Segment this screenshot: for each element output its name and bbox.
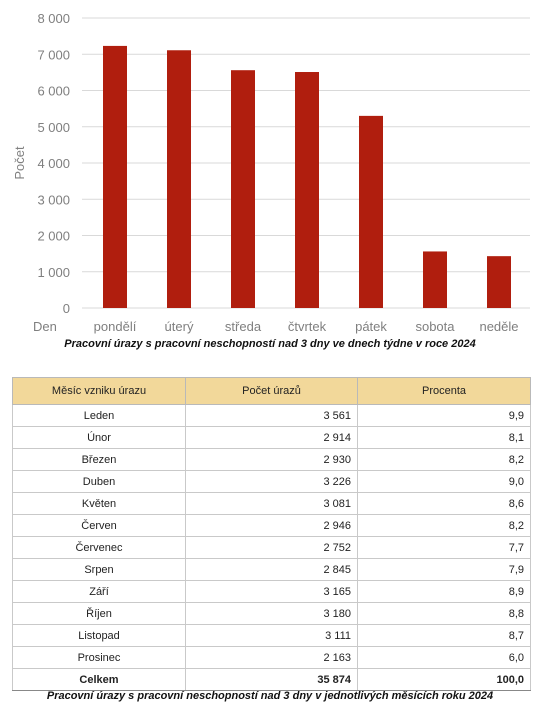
table-header-row: Měsíc vzniku úrazu Počet úrazů Procenta bbox=[12, 377, 531, 405]
cell-percent: 9,9 bbox=[357, 404, 531, 427]
x-tick-label: pondělí bbox=[94, 319, 137, 334]
table-row: Září 3 165 8,9 bbox=[12, 580, 531, 603]
x-tick-label: čtvrtek bbox=[288, 319, 327, 334]
table-row: Duben 3 226 9,0 bbox=[12, 470, 531, 493]
cell-month: Leden bbox=[12, 404, 186, 427]
cell-count: 3 111 bbox=[185, 624, 358, 647]
table-row: Červenec 2 752 7,7 bbox=[12, 536, 531, 559]
cell-month: Říjen bbox=[12, 602, 186, 625]
x-tick-label: sobota bbox=[415, 319, 455, 334]
x-tick-label: středa bbox=[225, 319, 262, 334]
cell-month: Červen bbox=[12, 514, 186, 537]
cell-percent: 8,1 bbox=[357, 426, 531, 449]
cell-month: Listopad bbox=[12, 624, 186, 647]
y-tick-label: 5 000 bbox=[37, 120, 70, 135]
cell-month: Duben bbox=[12, 470, 186, 493]
cell-count: 3 561 bbox=[185, 404, 358, 427]
x-axis-label: Den bbox=[33, 319, 57, 334]
table-row: Květen 3 081 8,6 bbox=[12, 492, 531, 515]
cell-month: Červenec bbox=[12, 536, 186, 559]
x-tick-label: neděle bbox=[479, 319, 518, 334]
cell-percent: 8,6 bbox=[357, 492, 531, 515]
header-month: Měsíc vzniku úrazu bbox=[12, 377, 186, 405]
bar bbox=[295, 72, 319, 308]
cell-count: 2 914 bbox=[185, 426, 358, 449]
table-row: Březen 2 930 8,2 bbox=[12, 448, 531, 471]
table-row: Únor 2 914 8,1 bbox=[12, 426, 531, 449]
total-percent: 100,0 bbox=[357, 668, 531, 691]
y-axis-label: Počet bbox=[12, 146, 27, 180]
cell-percent: 8,2 bbox=[357, 514, 531, 537]
bar bbox=[359, 115, 383, 308]
cell-count: 2 845 bbox=[185, 558, 358, 581]
x-tick-label: pátek bbox=[355, 319, 387, 334]
bar bbox=[423, 251, 447, 308]
bar bbox=[167, 50, 191, 308]
cell-count: 3 081 bbox=[185, 492, 358, 515]
cell-percent: 8,8 bbox=[357, 602, 531, 625]
monthly-table: Měsíc vzniku úrazu Počet úrazů Procenta … bbox=[12, 377, 531, 691]
cell-percent: 7,9 bbox=[357, 558, 531, 581]
cell-percent: 6,0 bbox=[357, 646, 531, 669]
cell-count: 3 226 bbox=[185, 470, 358, 493]
bar-chart: 0 1 000 2 000 3 000 4 000 5 000 6 000 7 000 8 00… bbox=[0, 0, 540, 335]
cell-month: Květen bbox=[12, 492, 186, 515]
cell-month: Prosinec bbox=[12, 646, 186, 669]
chart-svg: 0 1 000 2 000 3 000 4 000 5 000 6 000 7 000 8 00… bbox=[12, 11, 530, 334]
table-row: Listopad 3 111 8,7 bbox=[12, 624, 531, 647]
total-count: 35 874 bbox=[185, 668, 358, 691]
table-row: Červen 2 946 8,2 bbox=[12, 514, 531, 537]
cell-count: 3 180 bbox=[185, 602, 358, 625]
cell-count: 3 165 bbox=[185, 580, 358, 603]
bar bbox=[103, 45, 127, 308]
chart-caption: Pracovní úrazy s pracovní neschopností n… bbox=[64, 338, 476, 350]
cell-percent: 8,9 bbox=[357, 580, 531, 603]
table-body: Leden 3 561 9,9 Únor 2 914 8,1 Březen 2 930 8,2 D… bbox=[12, 404, 531, 691]
cell-percent: 9,0 bbox=[357, 470, 531, 493]
y-tick-label: 3 000 bbox=[37, 192, 70, 207]
cell-month: Únor bbox=[12, 426, 186, 449]
cell-month: Září bbox=[12, 580, 186, 603]
monthly-table-wrap: Měsíc vzniku úrazu Počet úrazů Procenta … bbox=[12, 377, 531, 691]
y-tick-label: 0 bbox=[63, 301, 70, 316]
cell-count: 2 752 bbox=[185, 536, 358, 559]
cell-count: 2 946 bbox=[185, 514, 358, 537]
y-tick-label: 6 000 bbox=[37, 84, 70, 99]
total-label: Celkem bbox=[12, 668, 186, 691]
y-tick-label: 4 000 bbox=[37, 156, 70, 171]
cell-count: 2 163 bbox=[185, 646, 358, 669]
y-tick-label: 2 000 bbox=[37, 229, 70, 244]
cell-month: Srpen bbox=[12, 558, 186, 581]
table-row: Prosinec 2 163 6,0 bbox=[12, 646, 531, 669]
cell-count: 2 930 bbox=[185, 448, 358, 471]
header-percent: Procenta bbox=[357, 377, 531, 405]
table-row: Srpen 2 845 7,9 bbox=[12, 558, 531, 581]
bar bbox=[487, 256, 511, 308]
cell-month: Březen bbox=[12, 448, 186, 471]
cell-percent: 8,2 bbox=[357, 448, 531, 471]
header-count: Počet úrazů bbox=[185, 377, 358, 405]
y-tick-label: 7 000 bbox=[37, 47, 70, 62]
table-row: Leden 3 561 9,9 bbox=[12, 404, 531, 427]
table-total-row: Celkem 35 874 100,0 bbox=[12, 668, 531, 691]
table-row: Říjen 3 180 8,8 bbox=[12, 602, 531, 625]
bar bbox=[231, 70, 255, 308]
y-tick-label: 1 000 bbox=[37, 265, 70, 280]
y-tick-label: 8 000 bbox=[37, 11, 70, 26]
cell-percent: 8,7 bbox=[357, 624, 531, 647]
table-caption: Pracovní úrazy s pracovní neschopností n… bbox=[46, 690, 494, 702]
x-tick-label: úterý bbox=[165, 319, 194, 334]
cell-percent: 7,7 bbox=[357, 536, 531, 559]
